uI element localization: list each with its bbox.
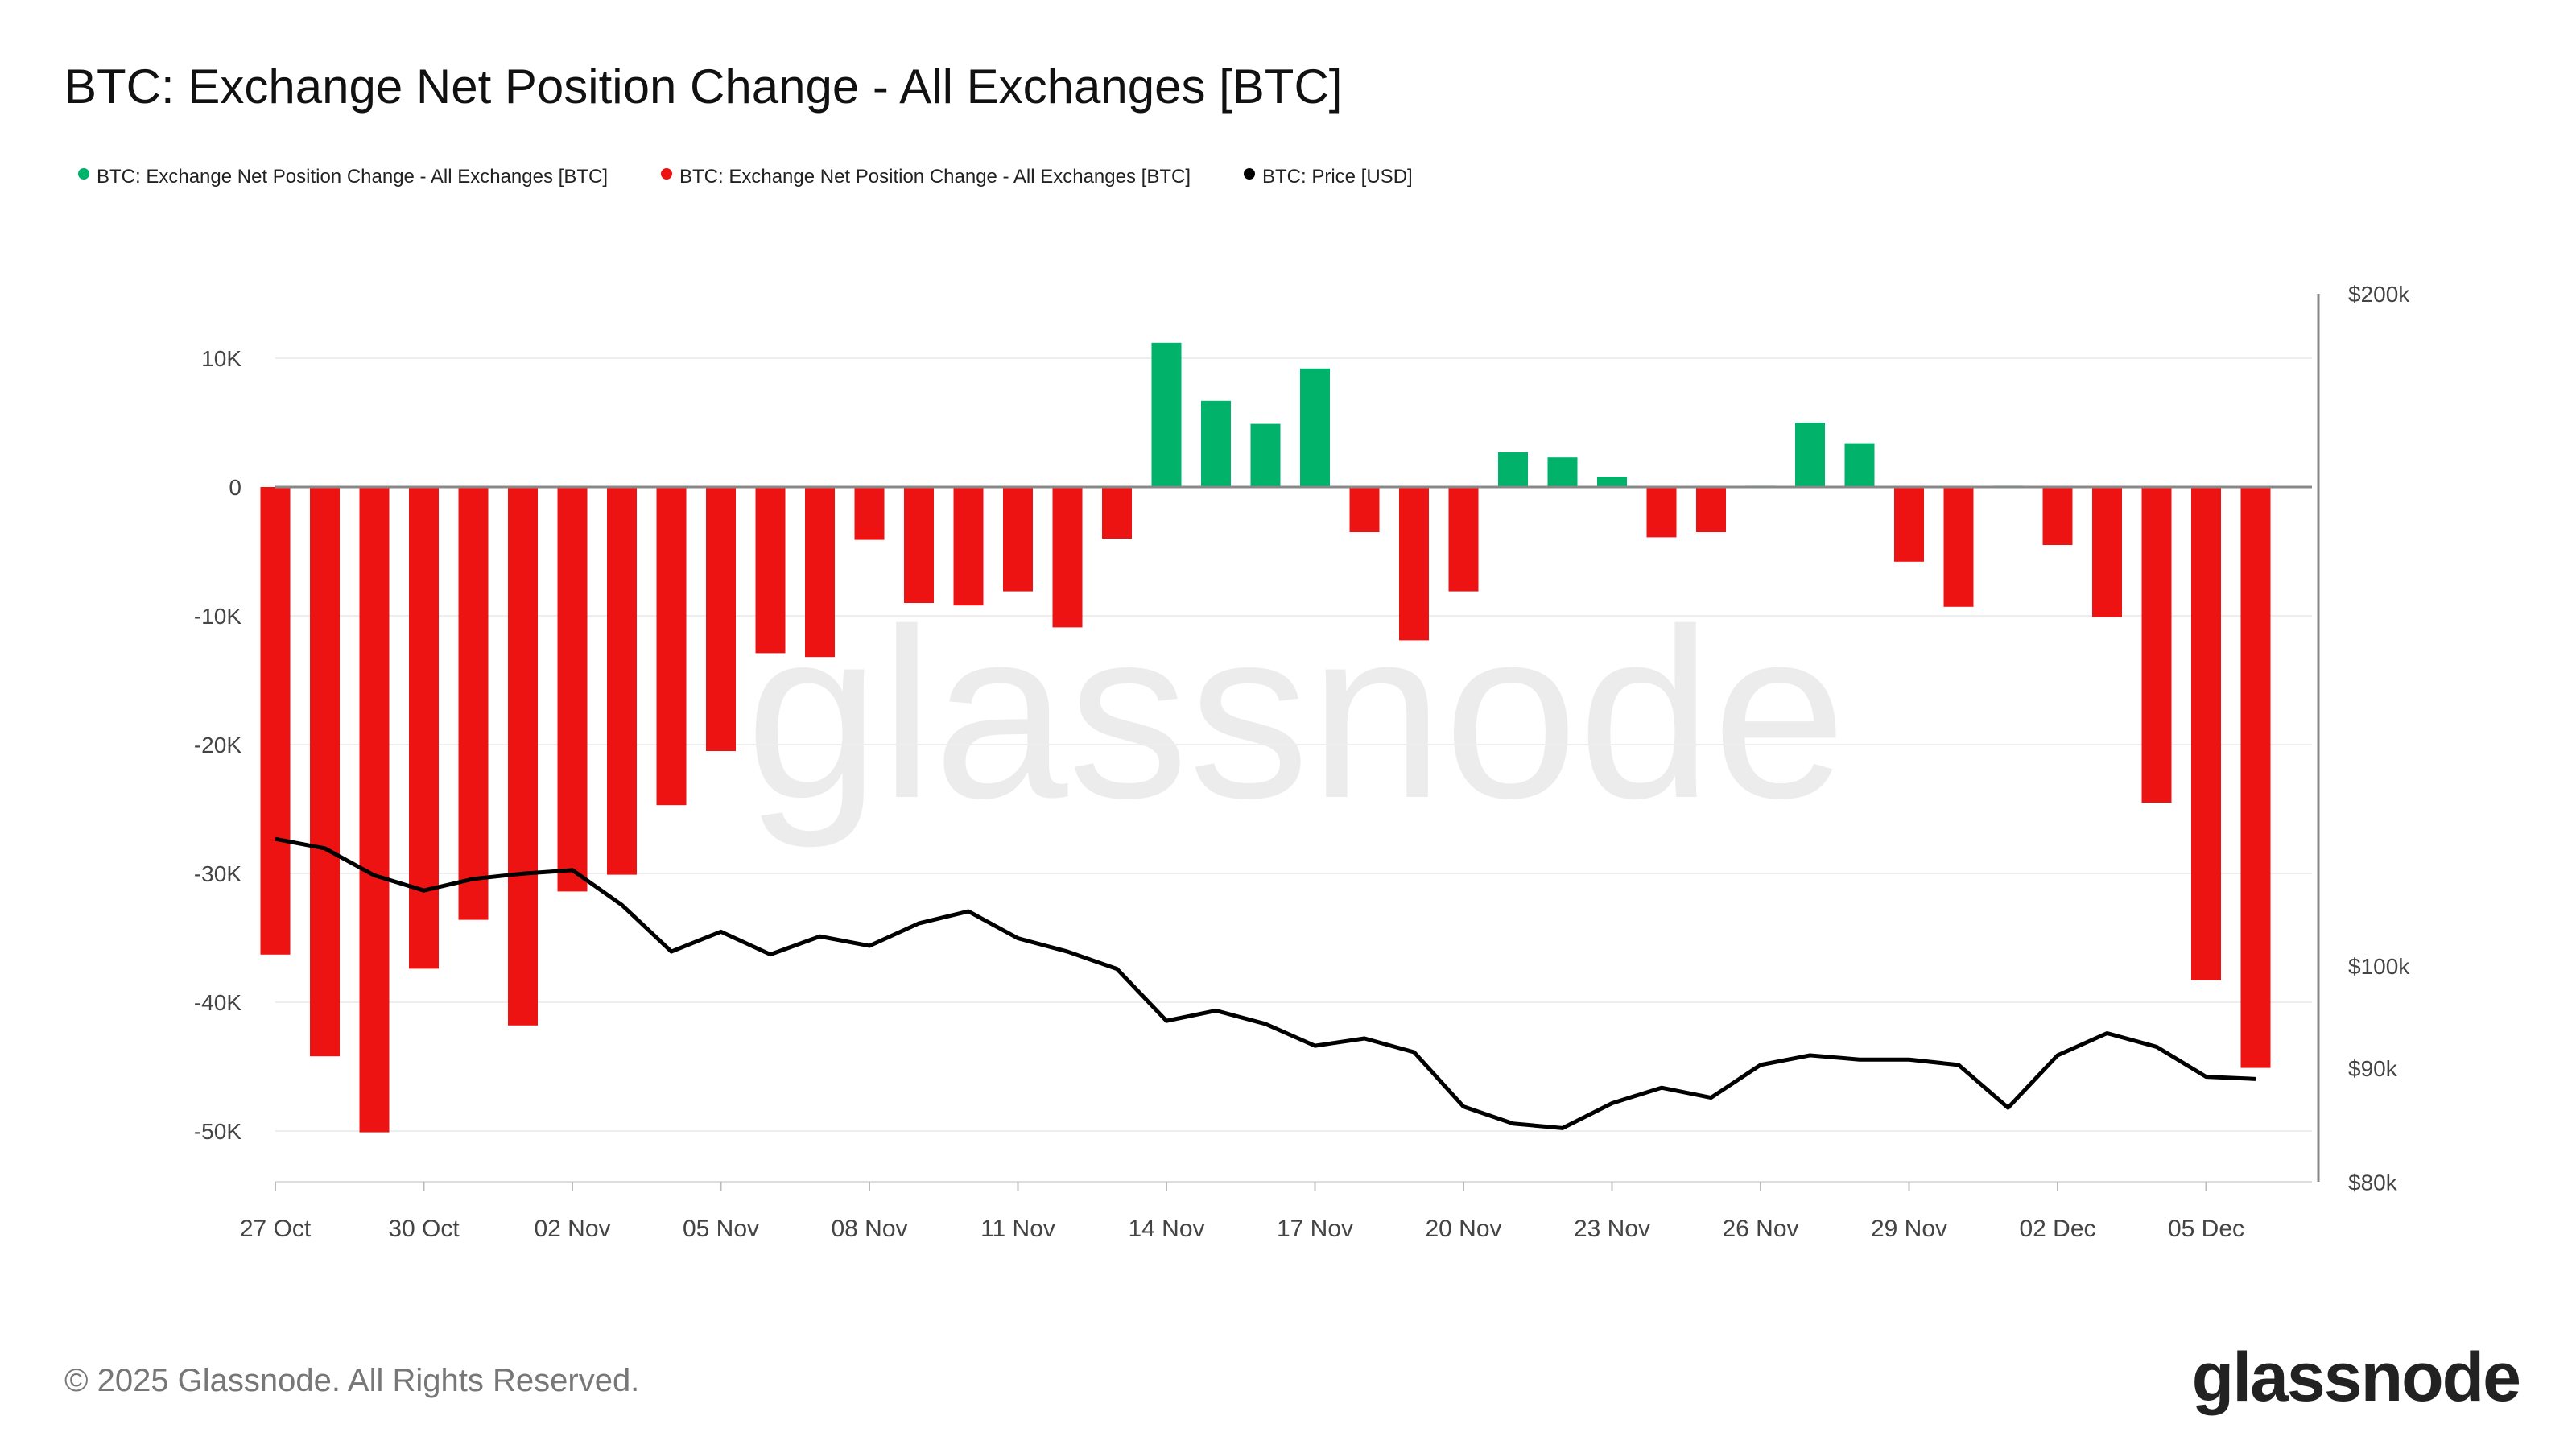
bar-28-nov — [1844, 443, 1875, 487]
x-tick-label: 02 Nov — [534, 1216, 610, 1242]
bar-17-nov — [1300, 368, 1330, 487]
bar-09-nov — [904, 487, 934, 603]
legend-label: BTC: Exchange Net Position Change - All … — [97, 166, 608, 188]
bar-03-nov — [607, 487, 637, 875]
bar-23-nov — [1597, 477, 1627, 487]
x-tick-label: 17 Nov — [1277, 1216, 1353, 1242]
bar-02-nov — [557, 487, 588, 892]
bar-29-oct — [359, 487, 390, 1133]
bar-30-oct — [409, 487, 439, 969]
y-left-tick-label: -20K — [194, 733, 242, 758]
y-left-tick-label: 10K — [201, 346, 242, 371]
bar-15-nov — [1201, 400, 1231, 487]
glassnode-logo: glassnode — [2192, 1339, 2520, 1416]
y-left-tick-label: 0 — [229, 475, 242, 500]
y-right-tick-label: $80k — [2348, 1170, 2398, 1195]
bar-06-dec — [2240, 487, 2271, 1068]
bar-10-nov — [953, 487, 984, 606]
bars — [260, 342, 2271, 1133]
price-line-group — [275, 836, 2256, 1130]
bar-19-nov — [1399, 487, 1429, 641]
bar-02-dec — [2042, 487, 2073, 545]
bar-28-oct — [310, 487, 340, 1057]
bar-04-dec — [2141, 487, 2172, 803]
bar-29-nov — [1894, 487, 1924, 562]
x-tick-label: 05 Nov — [683, 1216, 759, 1242]
bar-21-nov — [1498, 452, 1528, 487]
bar-27-nov — [1795, 423, 1825, 487]
bar-08-nov — [854, 487, 885, 540]
y-left-tick-label: -10K — [194, 604, 242, 629]
bar-05-dec — [2191, 487, 2221, 980]
bar-24-nov — [1646, 487, 1677, 538]
bar-14-nov — [1151, 342, 1182, 487]
copyright: © 2025 Glassnode. All Rights Reserved. — [64, 1363, 639, 1398]
x-tick-label: 02 Dec — [2019, 1216, 2095, 1242]
y-right-tick-label: $200k — [2348, 282, 2410, 307]
x-tick-label: 29 Nov — [1871, 1216, 1947, 1242]
x-tick-label: 14 Nov — [1128, 1216, 1204, 1242]
bar-03-dec — [2092, 487, 2122, 617]
legend-label: BTC: Exchange Net Position Change - All … — [679, 166, 1191, 188]
x-tick-label: 08 Nov — [831, 1216, 907, 1242]
y-left-tick-label: -40K — [194, 990, 242, 1015]
legend-marker — [661, 168, 672, 180]
x-tick-label: 05 Dec — [2168, 1216, 2244, 1242]
legend-label: BTC: Price [USD] — [1262, 166, 1413, 188]
bar-16-nov — [1250, 423, 1281, 487]
bar-13-nov — [1102, 487, 1132, 539]
bar-01-nov — [508, 487, 538, 1026]
bar-12-nov — [1052, 487, 1083, 628]
y-right-tick-label: $100k — [2348, 954, 2410, 979]
bar-04-nov — [656, 487, 687, 806]
x-tick-label: 23 Nov — [1574, 1216, 1650, 1242]
bar-25-nov — [1696, 487, 1726, 532]
bar-20-nov — [1448, 487, 1479, 592]
price-line — [275, 836, 2256, 1130]
legend: BTC: Exchange Net Position Change - All … — [78, 166, 1413, 188]
legend-marker — [1244, 168, 1255, 180]
axes: $200k $100k $90k $80k 27 Oct 30 Oct 02 Nov 05 N… — [240, 282, 2410, 1242]
y-left-tick-label: -30K — [194, 861, 242, 886]
bar-18-nov — [1349, 487, 1380, 532]
y-right-tick-label: $90k — [2348, 1056, 2398, 1081]
bar-22-nov — [1547, 457, 1578, 487]
y-left-tick-label: -50K — [194, 1119, 242, 1144]
bar-27-oct — [260, 487, 291, 955]
x-tick-label: 20 Nov — [1425, 1216, 1501, 1242]
x-tick-label: 30 Oct — [388, 1216, 460, 1242]
x-tick-label: 27 Oct — [240, 1216, 312, 1242]
chart-title: BTC: Exchange Net Position Change - All … — [64, 60, 1342, 114]
x-tick-label: 26 Nov — [1722, 1216, 1798, 1242]
legend-marker — [78, 168, 89, 180]
bar-30-nov — [1943, 487, 1974, 607]
x-tick-label: 11 Nov — [980, 1216, 1055, 1242]
bar-31-oct — [458, 487, 489, 920]
bar-07-nov — [805, 487, 835, 658]
bar-11-nov — [1003, 487, 1033, 592]
bar-06-nov — [755, 487, 786, 654]
bar-05-nov — [706, 487, 736, 751]
watermark: glassnode — [745, 578, 1847, 850]
